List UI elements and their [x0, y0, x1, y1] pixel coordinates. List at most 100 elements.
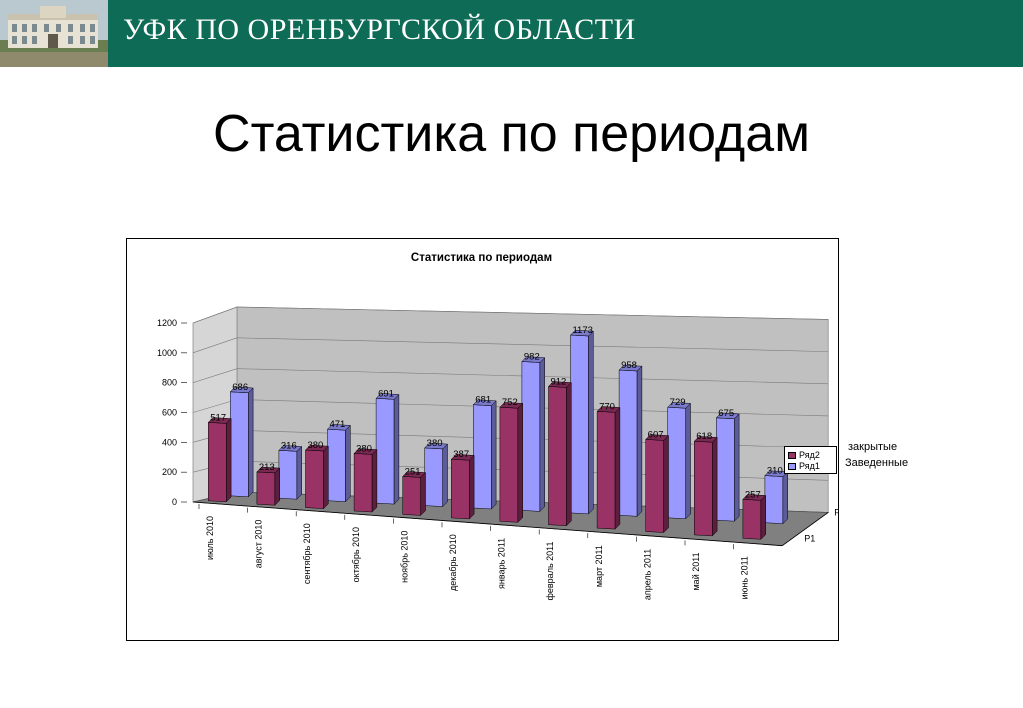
bar-series2-side	[226, 417, 232, 503]
bar-series1	[278, 450, 298, 500]
bar-series2-side	[420, 471, 426, 517]
y-tick-label: 600	[162, 408, 177, 418]
bar-series2-side	[663, 434, 669, 534]
y-tick-label: 200	[162, 467, 177, 477]
bar-series1-top	[521, 356, 546, 363]
bar-series2-top	[499, 402, 524, 409]
bar-series1	[473, 404, 492, 510]
bar-series2-top	[645, 434, 670, 441]
bar-series2	[208, 422, 227, 503]
y-tick-label: 400	[162, 437, 177, 447]
bar-series1-side	[248, 387, 254, 498]
data-label: 607	[648, 429, 664, 440]
bar-series1-top	[278, 445, 303, 452]
y-tick-label: 800	[162, 378, 177, 388]
data-label: 387	[453, 449, 469, 460]
bar-series1	[764, 475, 784, 524]
chart-legend: Ряд2 Ряд1	[784, 446, 837, 474]
bar-series2-top	[402, 471, 427, 478]
depth-label-p2: P2	[834, 507, 838, 517]
bar-series2	[305, 449, 324, 509]
data-label: 310	[767, 466, 783, 477]
y-tick-label: 0	[172, 497, 177, 507]
data-label: 257	[745, 489, 761, 500]
bar-series1-side	[442, 443, 448, 508]
bar-series2	[451, 458, 470, 520]
x-tick-label: август 2010	[254, 520, 264, 569]
data-label: 380	[356, 443, 372, 454]
data-label: 213	[259, 462, 275, 473]
data-label: 729	[670, 397, 686, 408]
bar-series1	[716, 417, 735, 522]
x-tick-label: декабрь 2010	[448, 534, 458, 591]
bar-series2-top	[693, 436, 718, 443]
bar-series2-side	[614, 406, 621, 530]
bar-series1	[327, 428, 346, 502]
legend-note-closed: закрытые	[848, 441, 898, 453]
bar-series2-side	[760, 494, 766, 540]
bar-series1-top	[667, 402, 692, 409]
bar-series1	[618, 369, 638, 517]
data-label: 380	[307, 440, 323, 451]
data-label: 316	[281, 440, 297, 451]
bar-series1-top	[375, 393, 400, 400]
bar-series2-side	[323, 445, 329, 510]
x-tick-label: май 2011	[691, 552, 701, 590]
data-label: 471	[329, 419, 345, 430]
legend-note-opened: Заведенные	[845, 457, 909, 469]
data-label: 770	[599, 401, 615, 412]
data-label: 681	[475, 395, 491, 406]
legend-swatch-series1	[788, 462, 796, 470]
bar-series1-side	[685, 402, 691, 520]
bar-series2	[548, 386, 567, 526]
data-label: 675	[718, 408, 734, 419]
bar-series1-side	[782, 471, 788, 525]
data-label: 982	[524, 352, 540, 363]
bar-series1-top	[326, 424, 351, 431]
x-tick-label: ноябрь 2010	[399, 531, 409, 583]
data-label: 517	[210, 412, 226, 423]
bar-series1-side	[491, 400, 497, 510]
data-label: 686	[232, 382, 248, 393]
bar-chart-3d: 0 200 400 600 800 1000 1200 P2 P1 686 517 316 213 471…	[157, 252, 838, 600]
gridline-side	[192, 368, 238, 383]
bar-series2-top	[547, 381, 572, 388]
bar-series1-top	[229, 386, 254, 394]
gridline-side	[192, 399, 238, 413]
data-label: 1173	[572, 325, 592, 336]
bar-series2-side	[712, 436, 718, 537]
chart-frame: 0 200 400 600 800 1000 1200 P2 P1 686 517 316 213 471…	[126, 238, 908, 641]
gridline-side	[192, 337, 238, 354]
bar-series1	[375, 398, 395, 505]
bar-series1-top	[618, 364, 643, 372]
bar-series2	[256, 471, 276, 506]
bar-series2	[499, 406, 519, 523]
data-label: 251	[405, 466, 421, 477]
bar-series2	[694, 440, 713, 537]
bar-series1-top	[569, 329, 594, 337]
y-tick-label: 1200	[157, 318, 177, 328]
bar-series2-top	[256, 466, 281, 474]
legend-label-series1: Ряд1	[799, 461, 820, 471]
legend-item-series1: Ряд1	[788, 461, 820, 471]
bar-series2	[645, 439, 664, 533]
bar-series1-top	[472, 399, 497, 406]
data-label: 380	[427, 438, 443, 449]
bar-series2-top	[742, 494, 767, 501]
x-tick-label: июль 2010	[205, 516, 215, 560]
bar-series2	[402, 476, 421, 516]
bar-series1-side	[588, 330, 594, 515]
bar-series2	[353, 453, 373, 513]
bar-series2-side	[517, 402, 523, 523]
x-tick-label: октябрь 2010	[351, 527, 361, 582]
x-tick-label: март 2011	[594, 545, 604, 587]
x-tick-label: сентябрь 2010	[302, 523, 312, 584]
bar-series1-side	[296, 445, 302, 500]
bar-series2-top	[207, 417, 232, 424]
bar-series1-side	[539, 357, 545, 513]
bar-series2-top	[304, 444, 329, 452]
bar-series1-side	[393, 393, 400, 505]
bar-series1-side	[636, 365, 643, 517]
bar-series2-side	[566, 381, 572, 527]
bar-series2-side	[469, 454, 475, 520]
